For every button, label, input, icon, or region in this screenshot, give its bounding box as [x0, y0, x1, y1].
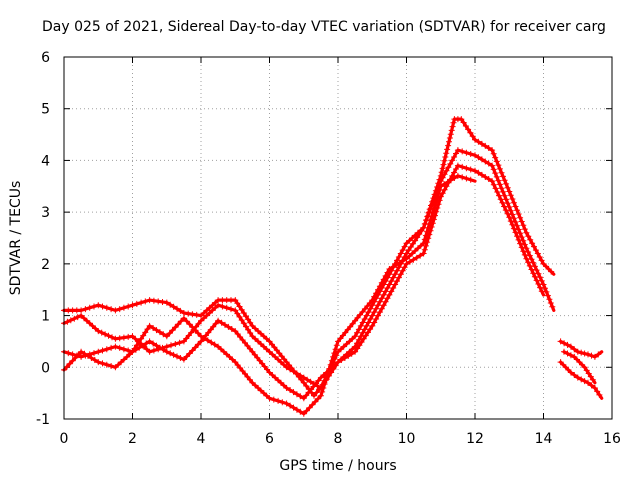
series-markers: [557, 338, 602, 360]
series-tail-3: [561, 348, 597, 385]
x-tick-label: 8: [334, 431, 343, 447]
series-markers: [61, 162, 545, 402]
x-tick-label: 2: [128, 431, 137, 447]
series-markers: [561, 348, 596, 383]
y-axis-label: SDTVAR / TECUs: [8, 181, 24, 296]
plot-frame: [63, 56, 613, 420]
series-markers: [557, 359, 603, 398]
y-tick-label: 1: [41, 309, 50, 325]
grid: [64, 57, 612, 419]
y-tick-label: 4: [41, 153, 50, 169]
chart-title: Day 025 of 2021, Sidereal Day-to-day VTE…: [42, 19, 606, 35]
x-tick-label: 4: [197, 431, 206, 447]
series-pass-4: [61, 172, 477, 417]
y-tick-label: 5: [41, 102, 50, 118]
series-pass-2: [61, 147, 556, 391]
y-tick-label: 0: [41, 360, 50, 376]
x-tick-label: 16: [603, 431, 621, 447]
series-line: [62, 164, 546, 400]
series-line: [559, 360, 604, 400]
series-tail-2: [557, 359, 604, 400]
series-tail-1: [557, 338, 604, 360]
y-tick-label: 2: [41, 257, 50, 273]
y-tick-label: 3: [41, 205, 50, 221]
series-markers: [61, 147, 556, 391]
x-tick-label: 14: [535, 431, 553, 447]
series-line: [62, 174, 477, 416]
x-tick-label: 12: [466, 431, 484, 447]
series-pass-3: [61, 162, 546, 402]
x-tick-label: 0: [60, 431, 69, 447]
x-tick-label: 10: [398, 431, 416, 447]
data-series: [61, 116, 604, 417]
series-markers: [61, 172, 474, 417]
x-axis-label: GPS time / hours: [279, 458, 396, 474]
series-line: [62, 148, 556, 390]
y-tick-label: 6: [41, 50, 50, 66]
x-tick-label: 6: [265, 431, 274, 447]
y-tick-label: -1: [36, 412, 50, 428]
